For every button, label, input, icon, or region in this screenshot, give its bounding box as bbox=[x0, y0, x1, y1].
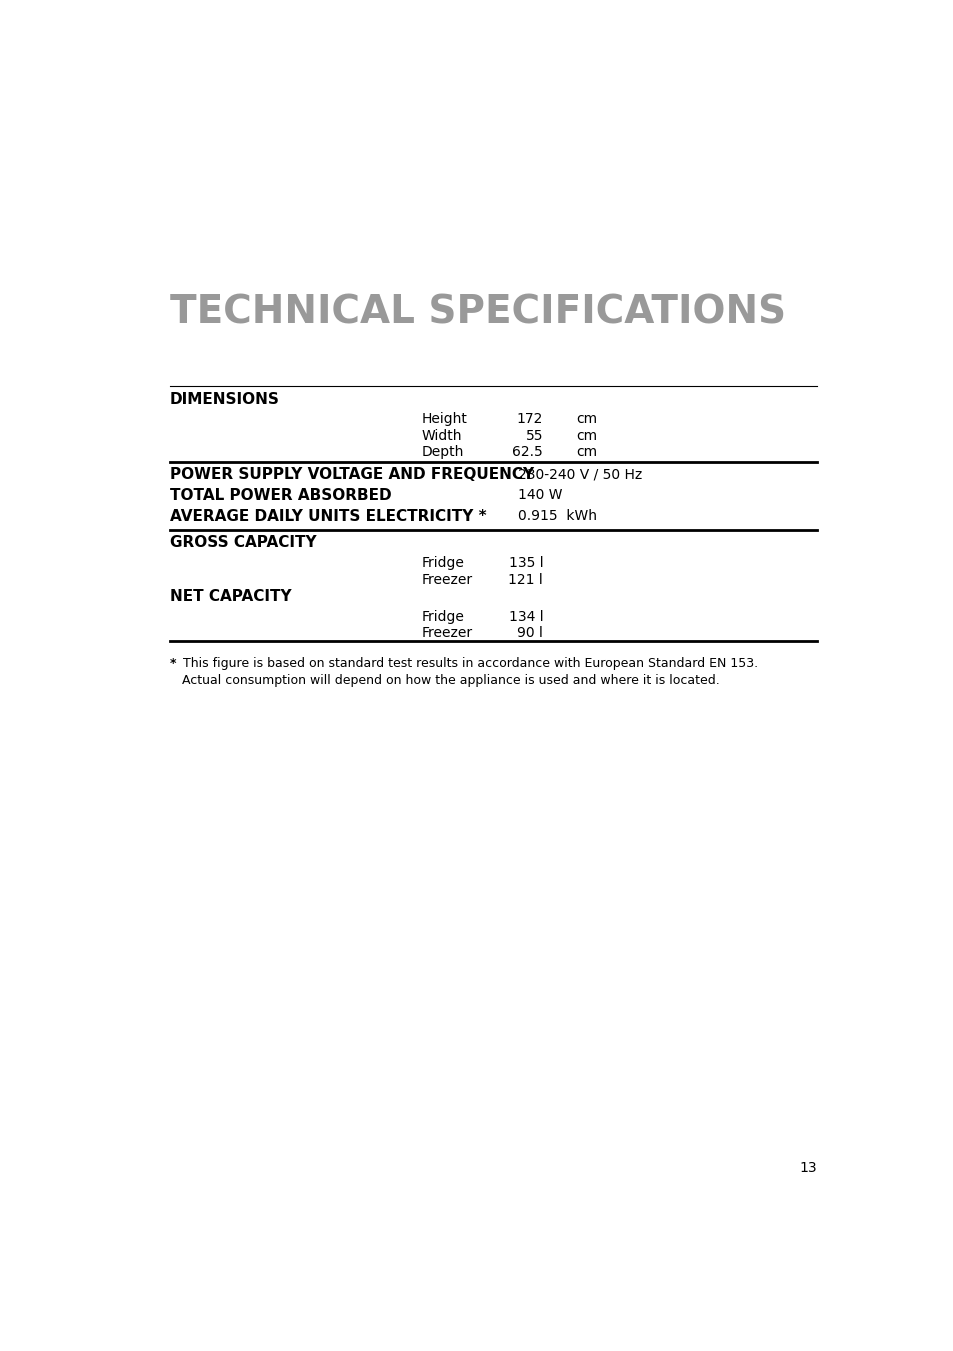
Text: cm: cm bbox=[576, 412, 597, 427]
Text: DIMENSIONS: DIMENSIONS bbox=[170, 392, 279, 407]
Text: 62.5: 62.5 bbox=[512, 446, 542, 459]
Text: 230-240 V / 50 Hz: 230-240 V / 50 Hz bbox=[517, 467, 642, 481]
Text: Height: Height bbox=[421, 412, 467, 427]
Text: This figure is based on standard test results in accordance with European Standa: This figure is based on standard test re… bbox=[179, 658, 758, 670]
Text: TECHNICAL SPECIFICATIONS: TECHNICAL SPECIFICATIONS bbox=[170, 293, 785, 332]
Text: 134 l: 134 l bbox=[508, 609, 542, 624]
Text: 135 l: 135 l bbox=[508, 557, 542, 570]
Text: 90 l: 90 l bbox=[517, 627, 542, 640]
Text: 172: 172 bbox=[517, 412, 542, 427]
Text: 13: 13 bbox=[799, 1162, 816, 1175]
Text: POWER SUPPLY VOLTAGE AND FREQUENCY: POWER SUPPLY VOLTAGE AND FREQUENCY bbox=[170, 467, 533, 482]
Text: Freezer: Freezer bbox=[421, 573, 472, 586]
Text: Freezer: Freezer bbox=[421, 627, 472, 640]
Text: *: * bbox=[170, 658, 176, 670]
Text: 0.915  kWh: 0.915 kWh bbox=[517, 509, 597, 523]
Text: TOTAL POWER ABSORBED: TOTAL POWER ABSORBED bbox=[170, 488, 391, 503]
Text: Actual consumption will depend on how the appliance is used and where it is loca: Actual consumption will depend on how th… bbox=[170, 674, 719, 688]
Text: cm: cm bbox=[576, 446, 597, 459]
Text: cm: cm bbox=[576, 428, 597, 443]
Text: 140 W: 140 W bbox=[517, 488, 562, 503]
Text: 55: 55 bbox=[525, 428, 542, 443]
Text: Width: Width bbox=[421, 428, 461, 443]
Text: Fridge: Fridge bbox=[421, 609, 464, 624]
Text: Depth: Depth bbox=[421, 446, 463, 459]
Text: AVERAGE DAILY UNITS ELECTRICITY *: AVERAGE DAILY UNITS ELECTRICITY * bbox=[170, 509, 486, 524]
Text: NET CAPACITY: NET CAPACITY bbox=[170, 589, 291, 604]
Text: 121 l: 121 l bbox=[508, 573, 542, 586]
Text: GROSS CAPACITY: GROSS CAPACITY bbox=[170, 535, 315, 550]
Text: Fridge: Fridge bbox=[421, 557, 464, 570]
